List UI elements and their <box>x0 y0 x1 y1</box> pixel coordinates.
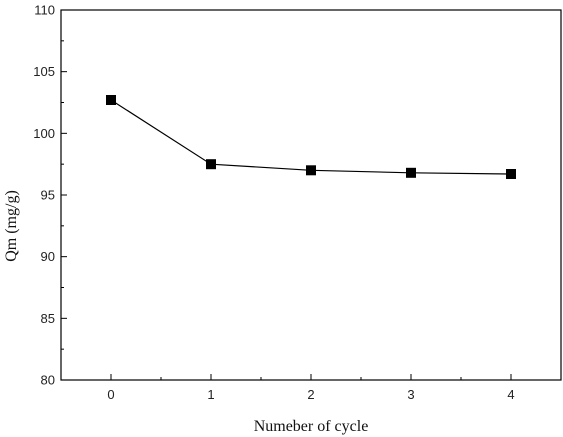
y-tick-label: 100 <box>33 126 55 141</box>
x-tick-label: 0 <box>107 387 114 402</box>
x-tick-label: 2 <box>307 387 314 402</box>
x-tick-label: 1 <box>207 387 214 402</box>
data-point-marker <box>406 167 416 178</box>
x-axis-title: Numeber of cycle <box>254 418 369 435</box>
data-point-marker <box>506 169 516 179</box>
data-point-marker <box>106 95 116 105</box>
y-axis-ticks: 80 85 90 95 100 105 110 <box>33 3 67 388</box>
series-line <box>110 99 512 175</box>
y-tick-label: 95 <box>41 188 55 203</box>
x-axis-ticks: 0 1 2 3 4 <box>60 374 562 402</box>
x-tick-label: 3 <box>407 387 414 402</box>
data-point-marker <box>206 159 216 170</box>
plot-frame-group <box>60 9 562 381</box>
y-tick-label: 105 <box>33 64 55 79</box>
plot-frame <box>60 9 562 381</box>
x-tick-label: 4 <box>507 387 514 402</box>
y-axis-title: Qm (mg/g) <box>3 190 20 262</box>
y-tick-label: 80 <box>41 373 55 388</box>
y-tick-label: 85 <box>41 311 55 326</box>
y-tick-label: 110 <box>34 3 55 18</box>
data-point-marker <box>306 165 316 176</box>
y-tick-label: 90 <box>41 249 55 264</box>
series-group <box>106 95 516 179</box>
